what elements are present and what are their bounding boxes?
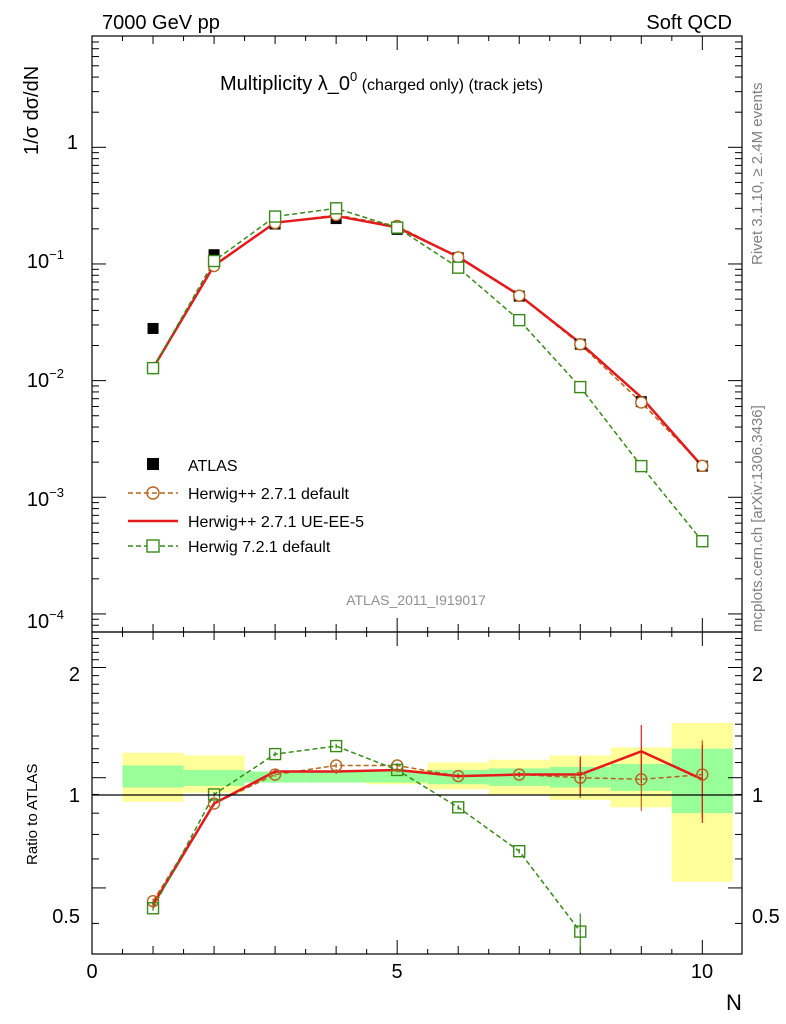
- legend-label-herwigpp-default: Herwig++ 2.7.1 default: [188, 486, 350, 503]
- line-ratio-herwigpp-2-7-1-default: [152, 764, 703, 902]
- marker-ratio-herwigpp-2-7-1-default-9: [635, 773, 648, 786]
- marker-ratio-herwigpp-2-7-1-default-10: [696, 768, 709, 781]
- line-top-herwigpp-2-7-1-ue-ee-5: [151, 214, 704, 468]
- band-inner-1: [122, 765, 184, 788]
- marker-top-herwigpp-2-7-1-default-9: [635, 396, 648, 409]
- y-tick-label-1e-1: 10−1: [27, 247, 64, 273]
- plot-title: Multiplicity λ_00 (charged only) (track …: [220, 69, 543, 95]
- marker-atlas-2: [208, 249, 220, 261]
- marker-top-herwig-7-2-1-default-1: [146, 361, 160, 375]
- marker-ratio-herwig-7-2-1-default-6: [451, 801, 465, 814]
- marker-atlas-1: [147, 322, 159, 334]
- marker-ratio-herwigpp-2-7-1-default-7: [513, 768, 526, 781]
- line-ratio-herwigpp-2-7-1-ue-ee-5: [151, 750, 703, 906]
- ratio-tick-0.5-right: 0.5: [752, 906, 780, 928]
- x-tick-label-5: 5: [391, 961, 402, 983]
- line-top-herwigpp-2-7-1-default: [152, 214, 703, 467]
- marker-top-herwig-7-2-1-default-4: [329, 202, 343, 215]
- marker-ratio-herwig-7-2-1-default-4: [329, 739, 343, 753]
- marker-top-herwig-7-2-1-default-3: [268, 210, 282, 223]
- x-tick-label-0: 0: [86, 961, 97, 983]
- marker-ratio-herwig-7-2-1-default-8: [574, 925, 587, 938]
- x-tick-labels: 0 5 10: [86, 961, 713, 983]
- marker-ratio-herwig-7-2-1-default-1: [146, 902, 160, 915]
- band-inner-3: [244, 771, 306, 783]
- header-left: 7000 GeV pp: [102, 12, 220, 34]
- legend-label-herwigpp-ueee5: Herwig++ 2.7.1 UE-EE-5: [188, 514, 364, 531]
- marker-ratio-herwigpp-2-7-1-default-8: [574, 771, 587, 784]
- ratio-frame: [91, 631, 743, 955]
- data-markers: [146, 202, 709, 938]
- y-tick-label-1: 1: [67, 132, 78, 154]
- title-sup: 0: [350, 69, 357, 84]
- band-inner-2: [183, 769, 245, 786]
- marker-ratio-herwigpp-2-7-1-default-2: [207, 797, 221, 810]
- marker-top-herwig-7-2-1-default-5: [390, 221, 404, 234]
- header-right: Soft QCD: [646, 12, 732, 34]
- marker-ratio-herwigpp-2-7-1-default-6: [451, 769, 465, 783]
- line-ratio-herwig-7-2-1-default: [152, 745, 581, 933]
- x-axis-label: N: [726, 990, 742, 1015]
- y-tick-label-1e-3: 10−3: [27, 485, 64, 511]
- legend-marker-herwig7-default: [146, 539, 160, 553]
- marker-top-herwigpp-2-7-1-default-8: [574, 338, 587, 351]
- y-tick-label-1e-2: 10−2: [27, 366, 64, 392]
- band-inner-4: [305, 771, 367, 783]
- marker-ratio-herwig-7-2-1-default-7: [513, 844, 526, 858]
- y-tick-labels-top: 1 10−1 10−2 10−3 10−4: [27, 132, 78, 633]
- legend-marker-atlas: [147, 458, 159, 470]
- marker-ratio-herwig-7-2-1-default-5: [390, 763, 404, 777]
- ratio-tick-2-right: 2: [752, 664, 763, 686]
- title-suffix: (charged only) (track jets): [357, 77, 543, 94]
- legend: ATLAS Herwig++ 2.7.1 default Herwig++ 2.…: [128, 458, 364, 556]
- y-tick-label-1e-4: 10−4: [27, 607, 64, 633]
- analysis-code: ATLAS_2011_I919017: [346, 592, 486, 608]
- marker-ratio-herwig-7-2-1-default-3: [268, 747, 282, 761]
- ratio-tick-1-left: 1: [69, 785, 80, 807]
- side-label-top: Rivet 3.1.10, ≥ 2.4M events: [749, 83, 766, 266]
- marker-ratio-herwigpp-2-7-1-default-1: [146, 894, 160, 908]
- marker-top-herwig-7-2-1-default-6: [451, 261, 465, 274]
- ratio-tick-labels: 0.5 1 2 0.5 1 2: [52, 664, 780, 928]
- marker-top-herwigpp-2-7-1-default-6: [451, 251, 465, 264]
- ratio-tick-2-left: 2: [69, 664, 80, 686]
- side-label-bottom: mcplots.cern.ch [arXiv:1306.3436]: [749, 405, 766, 632]
- marker-ratio-herwigpp-2-7-1-default-4: [329, 759, 343, 772]
- legend-label-herwig7-default: Herwig 7.2.1 default: [188, 539, 331, 556]
- line-top-herwig-7-2-1-default: [152, 207, 703, 542]
- x-tick-label-10: 10: [691, 961, 713, 983]
- marker-top-herwig-7-2-1-default-10: [696, 535, 709, 548]
- marker-ratio-herwigpp-2-7-1-default-3: [268, 768, 282, 781]
- marker-top-herwig-7-2-1-default-7: [513, 313, 526, 327]
- ratio-tick-0.5-left: 0.5: [52, 906, 80, 928]
- series-lines: [151, 207, 704, 952]
- ratio-tick-1-right: 1: [752, 785, 763, 807]
- legend-label-atlas: ATLAS: [188, 458, 238, 475]
- y-axis-label-bottom: Ratio to ATLAS: [24, 764, 41, 865]
- band-inner-5: [366, 771, 428, 783]
- marker-top-herwig-7-2-1-default-2: [207, 254, 221, 268]
- legend-marker-herwigpp-default: [146, 486, 160, 500]
- marker-top-herwig-7-2-1-default-8: [574, 380, 587, 394]
- marker-top-herwigpp-2-7-1-default-7: [513, 289, 526, 302]
- band-inner-7: [488, 768, 550, 786]
- uncertainty-bands: [122, 723, 733, 882]
- y-axis-label-top: 1/σ dσ/dN: [21, 66, 43, 155]
- marker-top-herwigpp-2-7-1-default-10: [696, 459, 709, 473]
- marker-top-herwig-7-2-1-default-9: [635, 459, 648, 473]
- title-main: Multiplicity λ_0: [220, 73, 350, 95]
